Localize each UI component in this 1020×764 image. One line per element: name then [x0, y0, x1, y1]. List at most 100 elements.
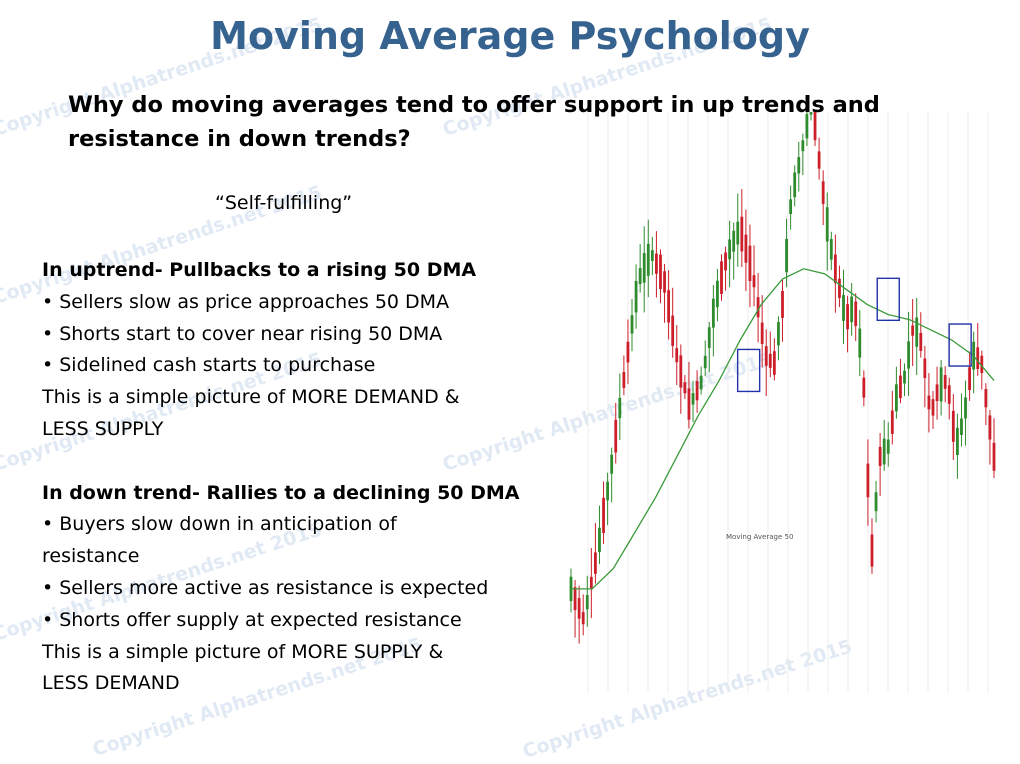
candle-body: [606, 481, 610, 501]
slide-question: Why do moving averages tend to offer sup…: [68, 92, 880, 152]
candle-body: [976, 347, 980, 369]
highlight-box: [736, 348, 761, 393]
candle-body: [886, 439, 890, 454]
slide-title: Moving Average Psychology: [210, 14, 810, 58]
candle-body: [760, 322, 764, 345]
downtrend-heading: In down trend- Rallies to a declining 50…: [42, 481, 520, 504]
candle-body: [789, 199, 793, 215]
candle-body: [866, 463, 870, 498]
candle-body: [939, 367, 943, 402]
candle-body: [610, 454, 614, 474]
candle-body: [874, 492, 878, 512]
candle-body: [793, 172, 797, 198]
uptrend-bullet: • Shorts start to cover near rising 50 D…: [42, 322, 443, 345]
candle-body: [951, 410, 955, 442]
highlight-box: [876, 277, 900, 322]
downtrend-bullet: resistance: [42, 545, 140, 568]
candle-body: [943, 375, 947, 389]
candle-body: [777, 322, 780, 346]
candle-body: [850, 296, 854, 323]
candle-body: [797, 157, 801, 174]
candle-body: [809, 112, 813, 115]
candle-body: [781, 290, 784, 318]
candle-body: [675, 348, 679, 363]
candle-body: [968, 367, 971, 391]
body-text: In uptrend- Pullbacks to a rising 50 DMA…: [42, 255, 562, 700]
candle-body: [594, 552, 597, 574]
candle-body: [931, 399, 935, 416]
candle-body: [585, 595, 589, 610]
candle-body: [691, 393, 695, 405]
candle-body: [679, 355, 683, 388]
uptrend-summary: This is a simple picture of MORE DEMAND …: [42, 386, 460, 409]
candle-body: [724, 252, 727, 271]
candles: [569, 112, 996, 644]
candle-body: [915, 317, 919, 347]
candle-body: [736, 221, 740, 245]
candle-body: [935, 384, 939, 402]
candle-body: [581, 612, 585, 625]
downtrend-summary: This is a simple picture of MORE SUPPLY …: [42, 640, 444, 663]
candle-body: [630, 315, 634, 334]
candle-body: [817, 151, 821, 169]
candle-body: [720, 261, 723, 294]
candle-body: [618, 397, 622, 419]
candle-body: [992, 442, 996, 471]
candle-body: [833, 254, 837, 284]
uptrend-bullet: • Sellers slow as price approaches 50 DM…: [42, 290, 450, 313]
candle-body: [955, 427, 959, 455]
candle-body: [695, 381, 699, 401]
highlight-boxes: [736, 277, 972, 393]
candle-body: [667, 290, 671, 323]
candle-body: [659, 254, 662, 290]
candle-body: [703, 355, 707, 369]
candle-body: [626, 341, 630, 363]
candle-body: [984, 389, 988, 408]
candle-body: [577, 598, 581, 619]
price-chart: Moving Average 50: [569, 112, 996, 692]
candle-body: [858, 328, 862, 358]
candle-body: [846, 304, 849, 330]
candle-body: [642, 253, 646, 283]
uptrend-summary: LESS SUPPLY: [42, 417, 164, 440]
candle-body: [947, 385, 951, 404]
candle-body: [602, 497, 605, 534]
candle-body: [878, 446, 882, 466]
candle-body: [772, 351, 776, 375]
candle-body: [707, 327, 711, 348]
spacer: [42, 446, 562, 478]
candle-body: [663, 271, 666, 293]
candle-body: [573, 587, 577, 611]
candle-body: [589, 576, 593, 589]
candle-body: [650, 250, 654, 261]
candle-body: [838, 278, 841, 298]
candle-body: [964, 397, 967, 419]
candle-body: [911, 325, 915, 336]
candle-body: [919, 332, 923, 351]
candle-body: [671, 315, 675, 346]
candle-body: [732, 230, 736, 252]
quote-text: “Self-fulfilling”: [215, 192, 353, 214]
candle-body: [764, 346, 768, 366]
candle-body: [638, 267, 642, 285]
candle-body: [923, 358, 927, 379]
candle-body: [622, 372, 626, 388]
candle-body: [655, 253, 658, 274]
downtrend-bullet: • Buyers slow down in anticipation of: [42, 513, 397, 536]
candle-body: [825, 207, 829, 242]
candle-body: [805, 114, 809, 139]
uptrend-bullet: • Sidelined cash starts to purchase: [42, 354, 376, 377]
candle-body: [740, 216, 744, 252]
candle-body: [716, 280, 719, 308]
candle-body: [854, 301, 858, 327]
candle-body: [728, 239, 732, 260]
candle-body: [842, 294, 845, 321]
downtrend-bullet: • Sellers more active as resistance is e…: [42, 576, 489, 599]
candle-body: [634, 280, 638, 313]
candle-body: [907, 341, 910, 369]
candle-body: [801, 140, 805, 152]
candle-body: [687, 388, 691, 420]
candle-body: [614, 419, 618, 453]
candle-body: [683, 382, 687, 394]
candle-body: [903, 370, 906, 384]
